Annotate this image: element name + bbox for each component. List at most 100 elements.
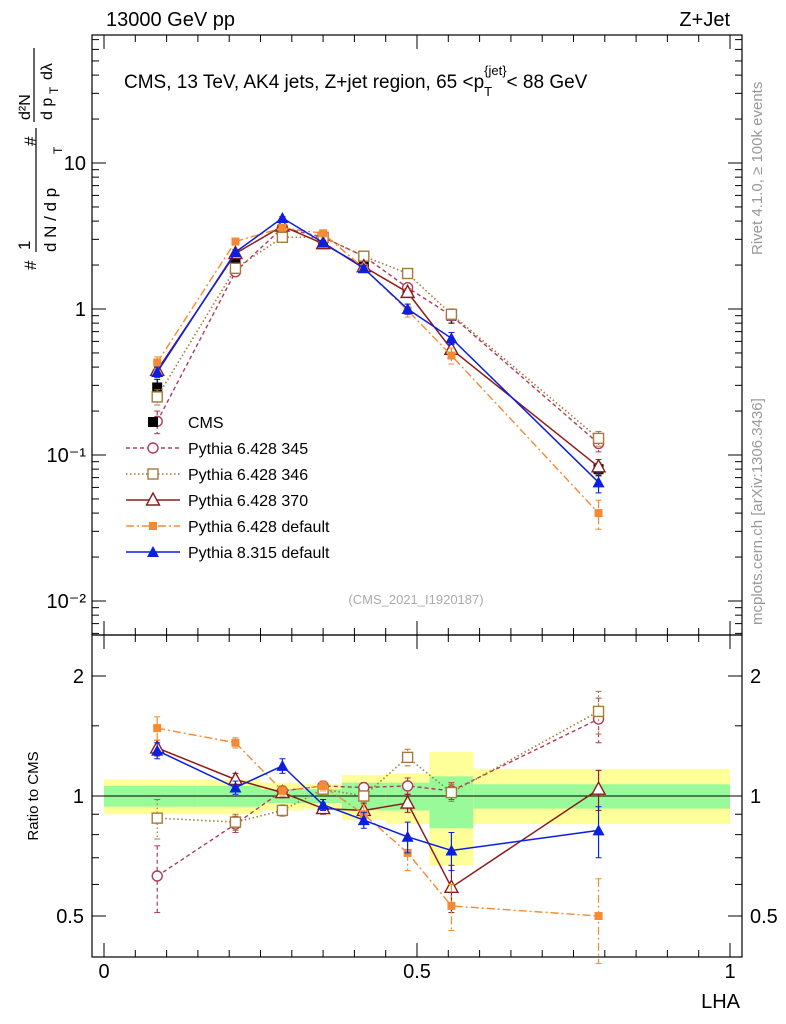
legend-entry-p345: Pythia 6.428 345 bbox=[126, 441, 308, 458]
data-point bbox=[401, 751, 414, 764]
series-cms bbox=[152, 224, 604, 477]
x-tick-label: 1 bbox=[724, 961, 735, 983]
x-axis-label: LHA bbox=[701, 991, 741, 1013]
axes-grid: 10⁻² 10⁻¹ 1 10 0.5 0.5 1 1 2 2 0 0.5 1 bbox=[47, 35, 778, 983]
legend-entry-p8def: Pythia 8.315 default bbox=[126, 545, 330, 562]
legend-label: Pythia 8.315 default bbox=[188, 545, 330, 562]
plot-title-prefix: CMS, 13 TeV, AK4 jets, Z+jet region, 65 … bbox=[124, 72, 484, 93]
data-point bbox=[594, 509, 603, 518]
series-line bbox=[157, 727, 599, 917]
data-point bbox=[592, 476, 605, 488]
plot-title-suffix: < 88 GeV bbox=[507, 72, 588, 93]
y-axis-label: # 1 d N / d p T # d²N d p T dλ bbox=[15, 48, 65, 270]
ratio-bands bbox=[92, 751, 742, 866]
plot-title-sub: T bbox=[484, 84, 492, 99]
series-p6def-ratio bbox=[153, 716, 603, 965]
data-point bbox=[151, 744, 164, 756]
x-tick-label: 0 bbox=[98, 961, 109, 983]
legend-entry-p6def: Pythia 6.428 default bbox=[126, 519, 330, 536]
ylabel-t2: T bbox=[47, 86, 61, 94]
data-point bbox=[447, 351, 456, 360]
series-line bbox=[156, 747, 599, 889]
data-point bbox=[229, 262, 242, 275]
data-point bbox=[278, 786, 287, 795]
legend-marker bbox=[145, 491, 161, 506]
legend-marker bbox=[147, 546, 159, 557]
legend-entry-p346: Pythia 6.428 346 bbox=[126, 467, 308, 484]
ylabel-hash2: # bbox=[21, 136, 40, 146]
data-point bbox=[151, 366, 164, 378]
series-layer bbox=[149, 212, 607, 965]
data-point bbox=[401, 830, 414, 842]
data-point bbox=[401, 780, 414, 792]
ylabel-t1: T bbox=[51, 146, 65, 154]
ylabel-hash1: # bbox=[21, 260, 40, 270]
y-tick-label: 1 bbox=[75, 299, 86, 321]
header-left: 13000 GeV pp bbox=[106, 9, 235, 31]
data-point bbox=[445, 308, 458, 320]
ylabel-dn: d N / d p bbox=[41, 188, 60, 252]
legend: CMS Pythia 6.428 345 Pythia 6.428 346 Pythi… bbox=[126, 415, 330, 562]
rivet-side-label: Rivet 4.1.0, ≥ 100k events bbox=[749, 82, 766, 255]
data-point bbox=[592, 824, 605, 836]
ratio-tick-label: 2 bbox=[73, 666, 84, 688]
series-line bbox=[156, 217, 600, 483]
legend-marker bbox=[149, 522, 157, 530]
data-point bbox=[276, 231, 289, 243]
ratio-plot-frame bbox=[91, 634, 743, 958]
data-point bbox=[592, 705, 605, 718]
data-point bbox=[229, 816, 242, 828]
data-point bbox=[151, 391, 163, 403]
series-p8def-ratio bbox=[151, 742, 605, 872]
legend-entry-cms: CMS bbox=[148, 415, 224, 432]
plot-title: CMS, 13 TeV, AK4 jets, Z+jet region, 65 … bbox=[124, 63, 588, 99]
legend-label: Pythia 6.428 346 bbox=[188, 467, 308, 484]
data-point bbox=[594, 912, 603, 920]
series-p346 bbox=[151, 231, 605, 447]
data-point bbox=[278, 223, 287, 232]
data-point bbox=[317, 236, 330, 248]
data-point bbox=[153, 724, 162, 733]
data-point bbox=[445, 786, 458, 799]
y-tick-label: 10 bbox=[64, 153, 86, 175]
data-point bbox=[401, 303, 414, 314]
y-tick-label: 10⁻¹ bbox=[47, 445, 87, 467]
data-point bbox=[445, 332, 458, 344]
data-point bbox=[590, 458, 607, 473]
plot-title-sup: {jet} bbox=[484, 63, 507, 78]
ylabel-dpt: d p bbox=[39, 98, 56, 120]
data-point bbox=[590, 780, 607, 795]
data-point bbox=[592, 432, 605, 445]
data-point bbox=[357, 814, 370, 826]
data-point bbox=[151, 870, 163, 882]
data-point bbox=[447, 901, 456, 910]
series-p370 bbox=[149, 217, 607, 476]
data-point bbox=[229, 246, 242, 258]
header-right: Z+Jet bbox=[679, 9, 730, 31]
legend-label: Pythia 6.428 370 bbox=[188, 493, 308, 510]
data-point bbox=[276, 212, 289, 224]
mcplots-side-label: mcplots.cern.ch [arXiv:1306.3436] bbox=[749, 398, 766, 625]
data-point bbox=[358, 790, 370, 802]
ylabel-d2n: d²N bbox=[17, 94, 34, 120]
data-point bbox=[399, 283, 416, 299]
series-line bbox=[156, 236, 600, 439]
data-point bbox=[319, 229, 328, 238]
data-point bbox=[319, 781, 328, 790]
ratio-tick-label: 0.5 bbox=[56, 906, 84, 928]
data-point bbox=[153, 358, 162, 367]
ratio-tick-label: 1 bbox=[73, 786, 84, 808]
ylabel-one: 1 bbox=[15, 241, 34, 250]
series-line bbox=[156, 227, 600, 514]
ratio-tick-label-right: 1 bbox=[750, 786, 761, 808]
y-tick-label: 10⁻² bbox=[47, 591, 87, 613]
series-line bbox=[156, 718, 599, 877]
data-point bbox=[276, 759, 289, 771]
data-point bbox=[399, 794, 416, 809]
data-point bbox=[317, 798, 330, 810]
data-point bbox=[229, 781, 242, 793]
data-point bbox=[151, 812, 163, 824]
series-line bbox=[157, 710, 599, 823]
ylabel-dlambda: dλ bbox=[39, 63, 56, 80]
